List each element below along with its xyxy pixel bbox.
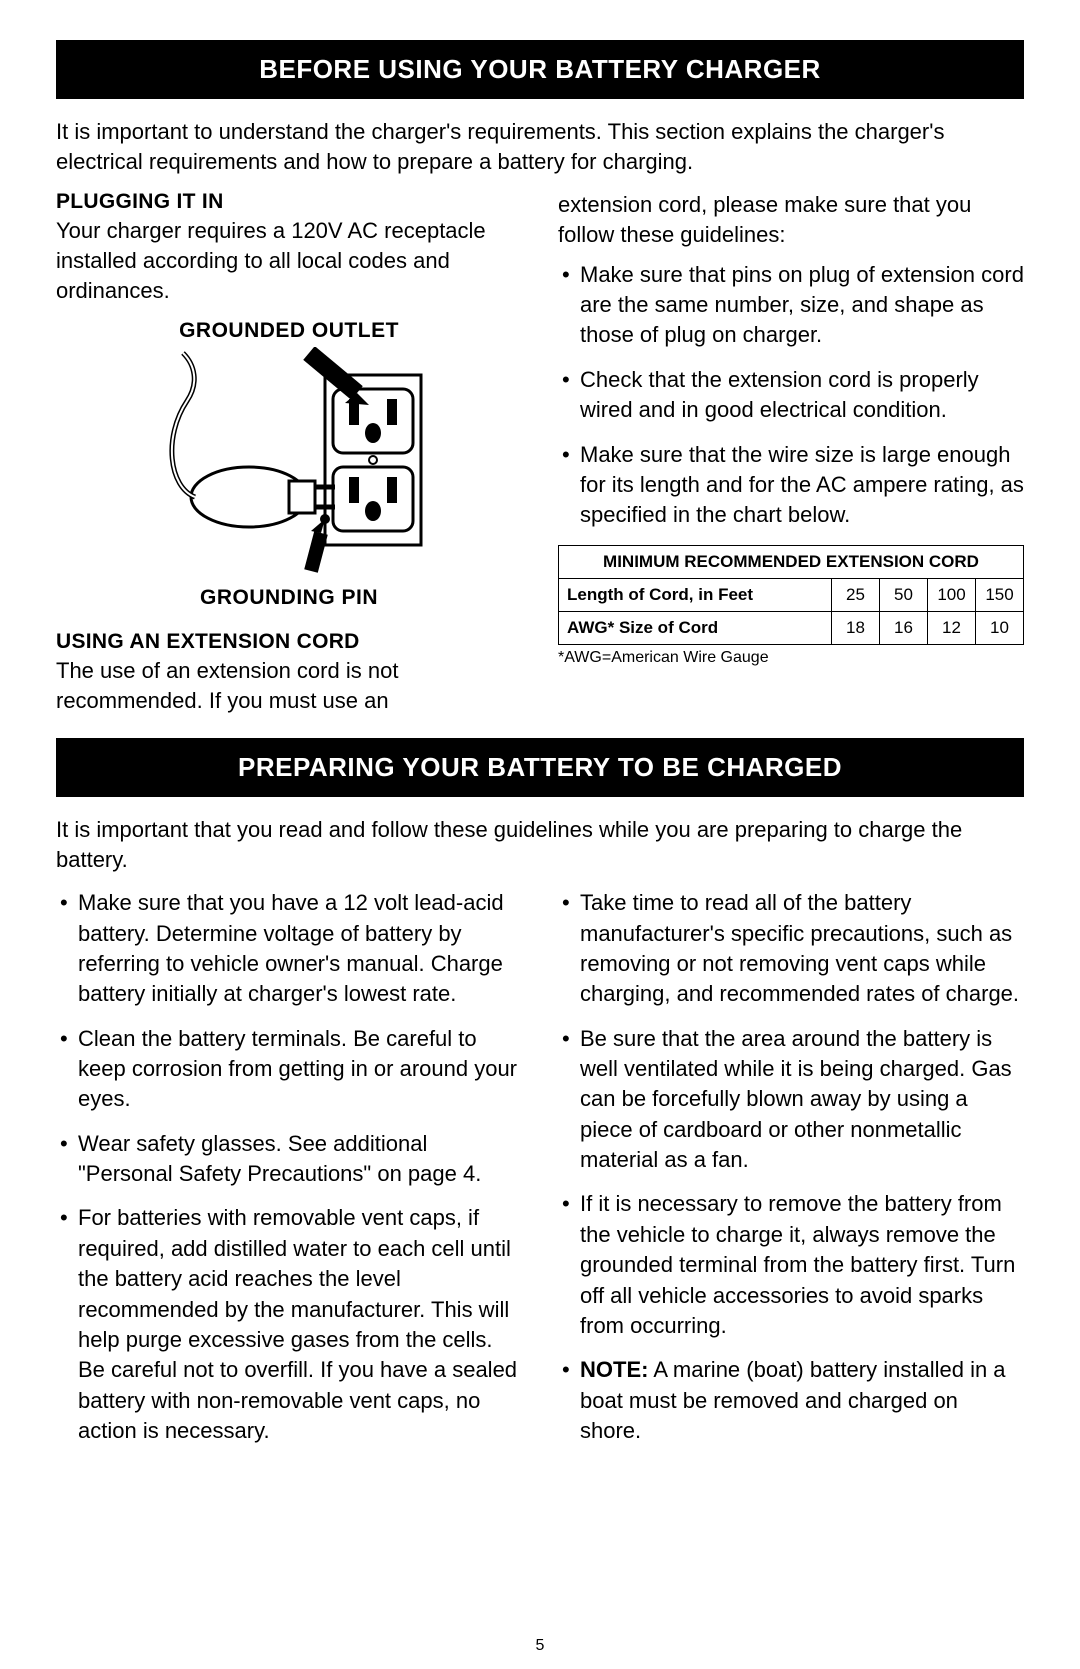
table-cell: 100 xyxy=(928,578,976,611)
list-item: Wear safety glasses. See additional "Per… xyxy=(56,1129,522,1190)
extcord-subhead: USING AN EXTENSION CORD xyxy=(56,630,522,654)
extcord-text-col2: extension cord, please make sure that yo… xyxy=(558,190,1024,249)
list-item: Clean the battery terminals. Be careful … xyxy=(56,1024,522,1115)
preparing-bullets-right: Take time to read all of the battery man… xyxy=(558,888,1024,1446)
plugging-subhead: PLUGGING IT IN xyxy=(56,190,522,214)
list-item: Check that the extension cord is properl… xyxy=(558,365,1024,426)
figure-label-bottom: GROUNDING PIN xyxy=(56,586,522,610)
extcord-bullets: Make sure that pins on plug of extension… xyxy=(558,260,1024,531)
table-footnote: *AWG=American Wire Gauge xyxy=(558,649,1024,667)
section1-intro: It is important to understand the charge… xyxy=(56,117,1024,176)
table-cell: 18 xyxy=(832,611,880,644)
extension-cord-table: MINIMUM RECOMMENDED EXTENSION CORD Lengt… xyxy=(558,545,1024,645)
list-item: If it is necessary to remove the battery… xyxy=(558,1189,1024,1341)
outlet-figure: GROUNDED OUTLET xyxy=(56,319,522,610)
list-item: NOTE: A marine (boat) battery installed … xyxy=(558,1355,1024,1446)
table-cell: 12 xyxy=(928,611,976,644)
list-item: Make sure that you have a 12 volt lead-a… xyxy=(56,888,522,1009)
figure-label-top: GROUNDED OUTLET xyxy=(56,319,522,343)
table-row: AWG* Size of Cord 18 16 12 10 xyxy=(559,611,1024,644)
extcord-text-col1: The use of an extension cord is not reco… xyxy=(56,656,522,715)
list-item: Take time to read all of the battery man… xyxy=(558,888,1024,1009)
table-cell: AWG* Size of Cord xyxy=(559,611,832,644)
section1-columns: PLUGGING IT IN Your charger requires a 1… xyxy=(56,190,1024,715)
section1-col-left: PLUGGING IT IN Your charger requires a 1… xyxy=(56,190,522,715)
table-cell: 150 xyxy=(976,578,1024,611)
section1-col-right: extension cord, please make sure that yo… xyxy=(558,190,1024,715)
table-cell: 50 xyxy=(880,578,928,611)
page-number: 5 xyxy=(536,1637,545,1655)
section-header-before-using: BEFORE USING YOUR BATTERY CHARGER xyxy=(56,40,1024,99)
table-cell: 16 xyxy=(880,611,928,644)
note-label: NOTE: xyxy=(580,1357,648,1382)
preparing-bullets-left: Make sure that you have a 12 volt lead-a… xyxy=(56,888,522,1446)
table-title: MINIMUM RECOMMENDED EXTENSION CORD xyxy=(559,545,1024,578)
list-item: For batteries with removable vent caps, … xyxy=(56,1203,522,1446)
table-cell: 10 xyxy=(976,611,1024,644)
section2-intro: It is important that you read and follow… xyxy=(56,815,1024,874)
table-cell: 25 xyxy=(832,578,880,611)
section2-col-left: Make sure that you have a 12 volt lead-a… xyxy=(56,888,522,1460)
section-header-preparing: PREPARING YOUR BATTERY TO BE CHARGED xyxy=(56,738,1024,797)
section2-col-right: Take time to read all of the battery man… xyxy=(558,888,1024,1460)
list-item: Be sure that the area around the battery… xyxy=(558,1024,1024,1176)
plugging-text: Your charger requires a 120V AC receptac… xyxy=(56,216,522,305)
list-item: Make sure that pins on plug of extension… xyxy=(558,260,1024,351)
list-item: Make sure that the wire size is large en… xyxy=(558,440,1024,531)
section2-columns: Make sure that you have a 12 volt lead-a… xyxy=(56,888,1024,1460)
table-cell: Length of Cord, in Feet xyxy=(559,578,832,611)
grounded-outlet-icon xyxy=(139,347,439,577)
table-row: Length of Cord, in Feet 25 50 100 150 xyxy=(559,578,1024,611)
